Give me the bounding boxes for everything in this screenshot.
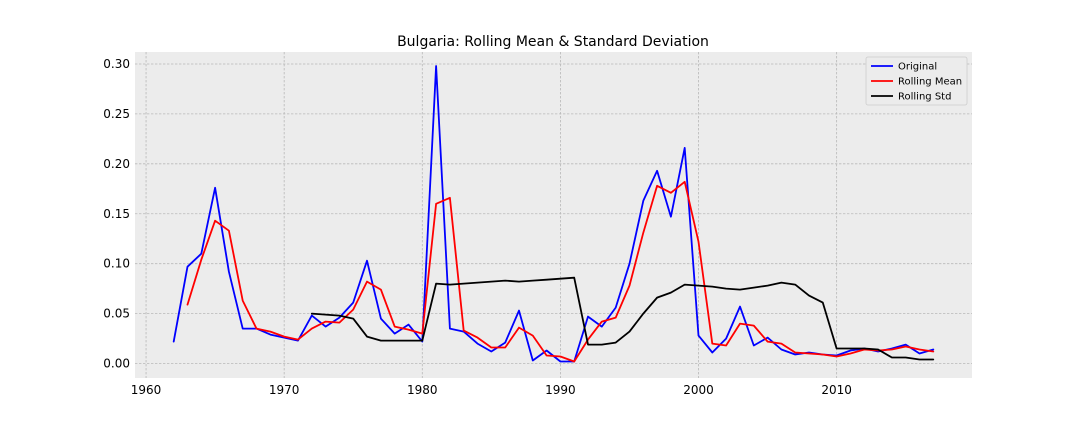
y-tick-label: 0.25 xyxy=(103,107,130,121)
y-tick-label: 0.10 xyxy=(103,257,130,271)
x-axis: 1960 1970 1980 1990 2000 2010 xyxy=(131,383,852,397)
y-axis: 0.00 0.05 0.10 0.15 0.20 0.25 0.30 xyxy=(103,57,130,371)
grid xyxy=(135,52,972,378)
legend: Original Rolling Mean Rolling Std xyxy=(865,56,968,106)
legend-box xyxy=(865,56,968,106)
chart-title: Bulgaria: Rolling Mean & Standard Deviat… xyxy=(397,34,709,50)
legend-label: Rolling Std xyxy=(898,92,951,103)
y-tick-label: 0.20 xyxy=(103,157,130,171)
y-tick-label: 0.30 xyxy=(103,57,130,71)
plot-area xyxy=(135,52,972,378)
x-tick-label: 1960 xyxy=(131,383,162,397)
x-tick-label: 2010 xyxy=(821,383,852,397)
series-line-rolling-std xyxy=(310,276,935,361)
x-tick-label: 1990 xyxy=(545,383,576,397)
x-tick-label: 1980 xyxy=(407,383,438,397)
legend-label: Rolling Mean xyxy=(898,77,962,88)
legend-label: Original xyxy=(898,62,937,73)
y-tick-label: 0.05 xyxy=(103,307,130,321)
y-tick-label: 0.00 xyxy=(103,357,130,371)
y-tick-label: 0.15 xyxy=(103,207,130,221)
x-tick-label: 1970 xyxy=(269,383,300,397)
series-layer xyxy=(172,65,935,363)
x-tick-label: 2000 xyxy=(683,383,714,397)
series-line-rolling-mean xyxy=(186,180,935,363)
